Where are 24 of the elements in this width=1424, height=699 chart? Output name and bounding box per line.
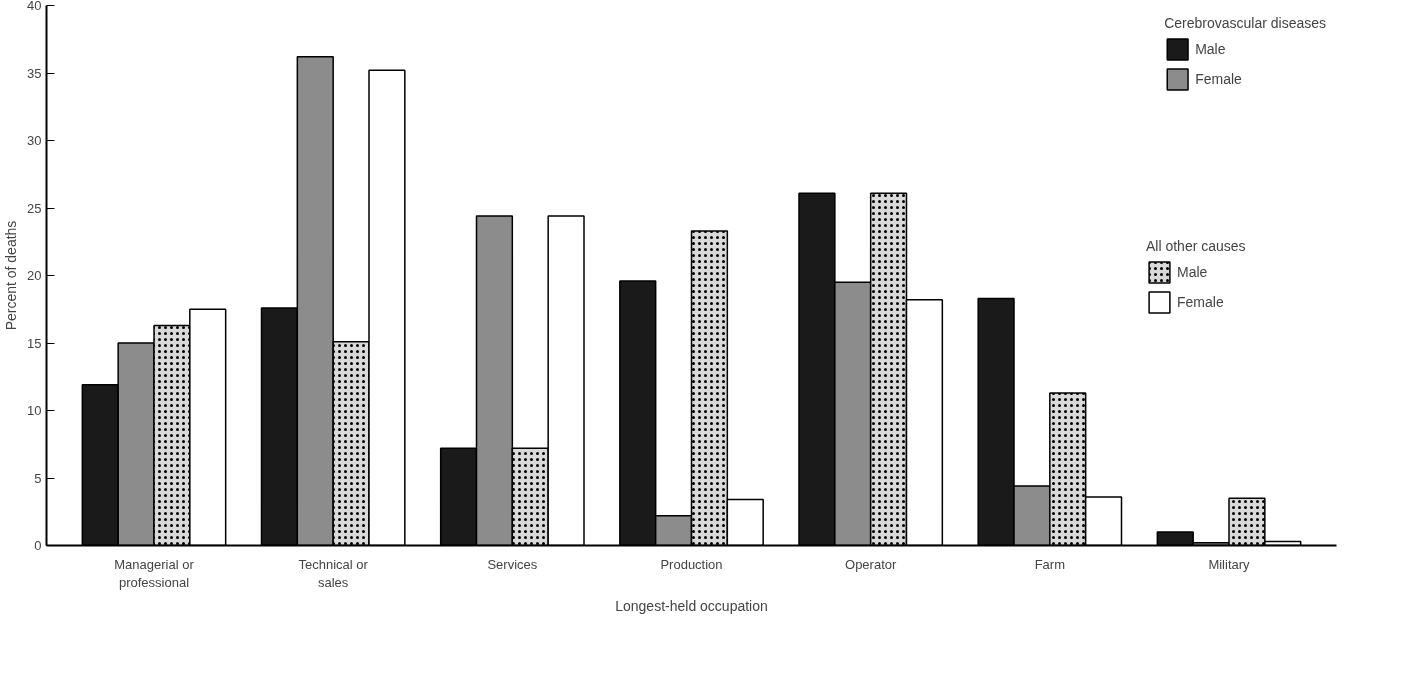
y-tick-label: 40 bbox=[27, 0, 42, 13]
text: All other causes bbox=[1146, 238, 1246, 254]
y-tick-label: 25 bbox=[27, 200, 42, 216]
x-tick-label: Managerial or professional bbox=[114, 556, 195, 590]
y-tick-label: 35 bbox=[27, 65, 42, 81]
x-tick-label: Technical or sales bbox=[298, 556, 369, 590]
y-tick-label: 30 bbox=[27, 133, 42, 148]
x-tick-label: Farm bbox=[1034, 556, 1066, 572]
x-tick-label: Military bbox=[1208, 556, 1251, 572]
y-tick-label: 20 bbox=[27, 268, 42, 283]
x-tick-label: Operator bbox=[845, 556, 897, 572]
x-tick-label: Services bbox=[487, 556, 538, 572]
x-axis-title: Longest-held occupation bbox=[615, 597, 768, 614]
legend-label: Male bbox=[1177, 264, 1208, 280]
y-axis-title: Percent of deaths bbox=[3, 220, 20, 331]
legend-label: Female bbox=[1195, 71, 1242, 87]
y-tick-label: 0 bbox=[34, 538, 42, 553]
text: Cerebrovascular diseases bbox=[1164, 15, 1326, 31]
y-tick-label: 10 bbox=[27, 403, 42, 418]
y-tick-label: 15 bbox=[27, 335, 42, 351]
y-tick-label: 5 bbox=[34, 470, 42, 486]
legend-label: Male bbox=[1195, 41, 1226, 57]
legend-label: Female bbox=[1177, 294, 1224, 310]
x-tick-label: Production bbox=[660, 556, 723, 572]
